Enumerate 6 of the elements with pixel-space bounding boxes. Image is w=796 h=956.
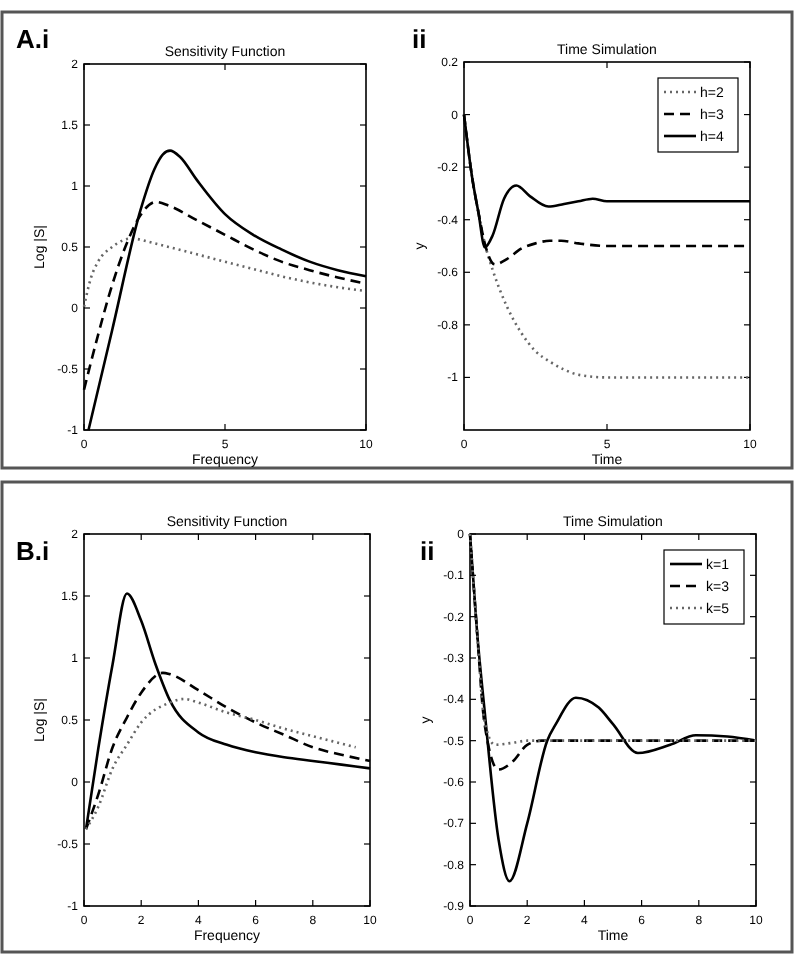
- text: ii: [412, 24, 427, 54]
- text: ii: [420, 536, 435, 566]
- line-series: [84, 697, 357, 831]
- line-series: [82, 237, 368, 309]
- text: A.i: [16, 24, 50, 54]
- text: B.i: [16, 536, 50, 566]
